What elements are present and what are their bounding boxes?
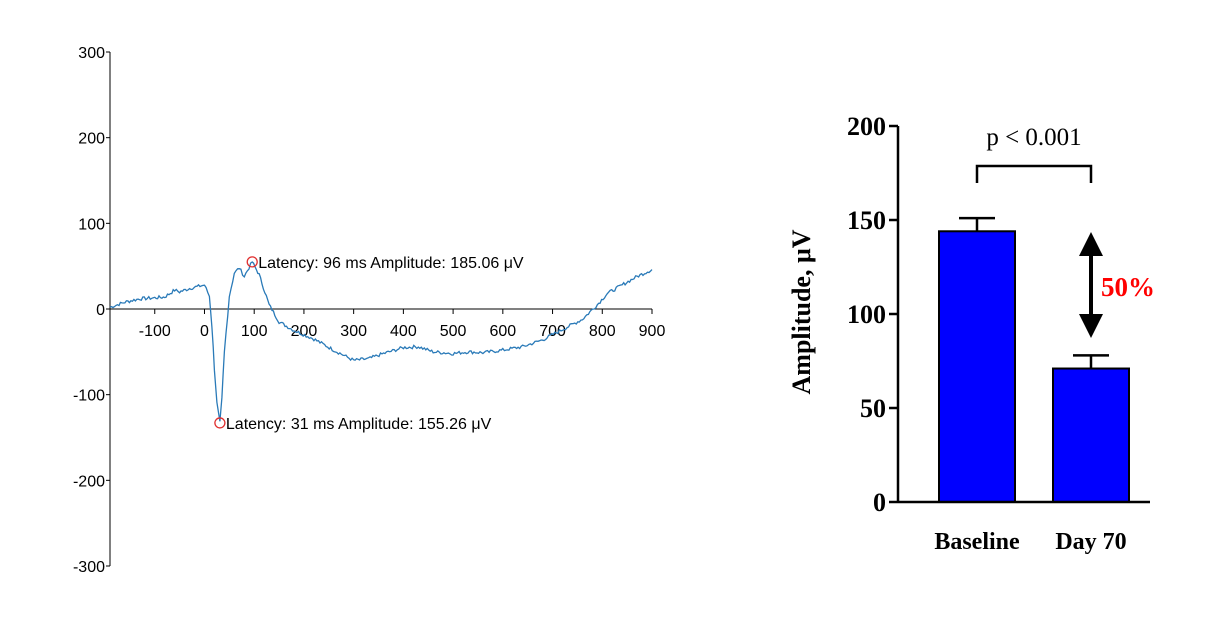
peak-annotation-label: Latency: 96 ms Amplitude: 185.06 μV [258,255,524,272]
p-value-label: p < 0.001 [986,124,1081,151]
bar-x-tick-label: Day 70 [1055,529,1126,555]
waveform-x-tick-label: 300 [340,323,367,340]
waveform-x-tick-label: 700 [539,323,566,340]
bar-y-ticks: 0 50 100 150 200 [847,112,898,517]
bar-x-tick-label: Baseline [934,529,1020,555]
bar-day-70 [1052,367,1130,503]
waveform-x-tick-label: 500 [440,323,467,340]
peak-annotation-label: Latency: 31 ms Amplitude: 155.26 μV [226,416,492,433]
reduction-arrow: 50% [1079,232,1155,338]
bar-y-tick-label: 100 [847,300,886,329]
bar-y-tick-label: 150 [847,206,886,235]
waveform-y-tick-label: 0 [96,302,105,319]
waveform-x-ticks: -100 0 100 200 300 400 500 600 700 800 900 [139,309,666,340]
bar-x-ticks: Baseline Day 70 [934,529,1126,555]
waveform-x-tick-label: 0 [200,323,209,340]
reduction-arrow-head-up [1079,232,1103,256]
waveform-x-tick-label: 200 [291,323,318,340]
bar-y-tick-label: 200 [847,112,886,141]
waveform-x-tick-label: 800 [589,323,616,340]
waveform-y-tick-label: -200 [73,473,105,490]
reduction-arrow-head-down [1079,314,1103,338]
waveform-x-tick-label: 400 [390,323,417,340]
amplitude-bar-chart: 0 50 100 150 200 Baseline Day 70 Amplitude, μ… [787,112,1155,555]
waveform-y-tick-label: 200 [78,131,105,148]
waveform-y-tick-label: -100 [73,388,105,405]
waveform-x-tick-label: -100 [139,323,171,340]
reduction-percent-label: 50% [1101,272,1155,302]
waveform-y-ticks: 300 200 100 0 -100 -200 -300 [73,45,110,576]
waveform-y-tick-label: 100 [78,216,105,233]
waveform-x-tick-label: 100 [241,323,268,340]
bar-y-tick-label: 50 [860,394,886,423]
waveform-x-tick-label: 600 [489,323,516,340]
waveform-series-line [109,261,653,422]
waveform-chart: 300 200 100 0 -100 -200 -300 -100 0 100 200 300 400… [73,45,665,576]
waveform-y-tick-label: -300 [73,559,105,576]
bar-y-tick-label: 0 [873,488,886,517]
peak-marker [246,256,258,268]
waveform-annotations: Latency: 96 ms Amplitude: 185.06 μV Laten… [214,255,524,433]
bar-baseline [938,230,1016,503]
significance-bracket-line [975,164,1093,183]
bar-y-axis-label: Amplitude, μV [787,229,816,394]
significance-bracket: p < 0.001 [975,124,1093,183]
waveform-y-tick-label: 300 [78,45,105,62]
waveform-x-tick-label: 900 [639,323,666,340]
amplitude-bars [938,216,1130,503]
peak-marker [214,417,226,429]
